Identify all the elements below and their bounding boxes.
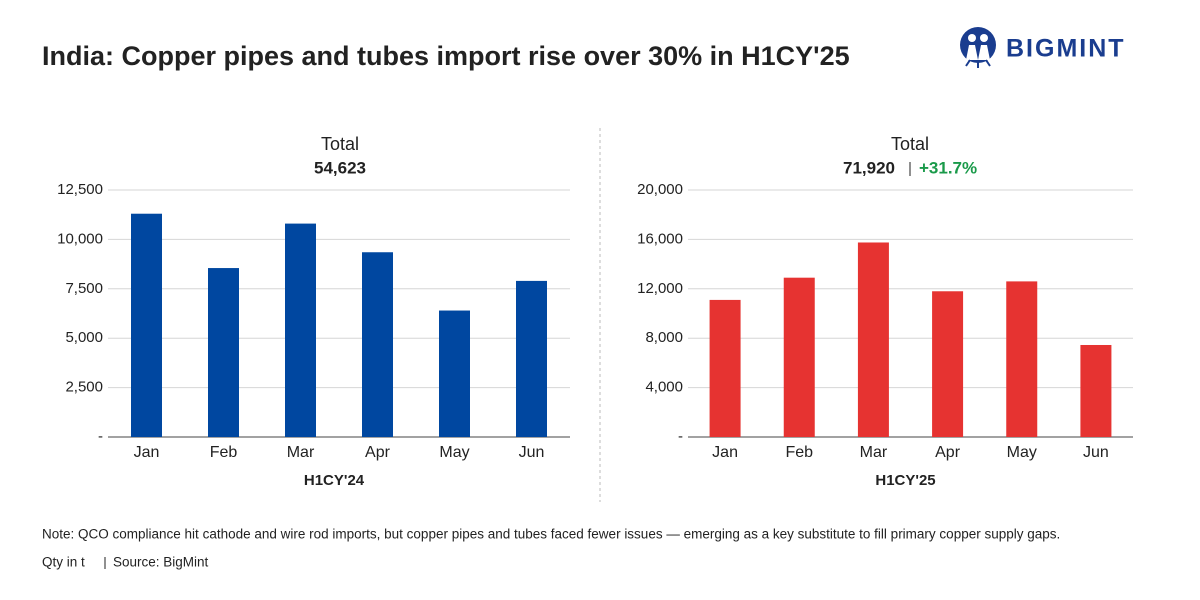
x-axis-label: H1CY'25 <box>875 472 935 489</box>
x-axis-label: H1CY'24 <box>304 472 365 489</box>
bar <box>1080 344 1112 437</box>
x-tick-label: Mar <box>860 444 888 461</box>
x-tick-label: Feb <box>210 444 238 461</box>
y-tick-label: 8,000 <box>645 329 683 346</box>
y-tick-label: - <box>678 428 683 445</box>
x-tick-label: Jun <box>519 444 545 461</box>
bar <box>857 242 889 437</box>
logo-text: BIGMINT <box>1006 35 1126 63</box>
y-tick-label: 5,000 <box>65 329 103 346</box>
bar <box>362 252 393 437</box>
x-tick-label: Jan <box>134 444 160 461</box>
total-label: Total <box>891 134 929 154</box>
x-tick-label: May <box>439 444 469 461</box>
x-tick-label: Jan <box>712 444 738 461</box>
y-tick-label: - <box>98 428 103 445</box>
bar <box>783 277 815 437</box>
y-tick-label: 2,500 <box>65 379 103 396</box>
x-tick-label: Feb <box>785 444 813 461</box>
x-tick-label: May <box>1007 444 1037 461</box>
y-tick-label: 16,000 <box>637 230 683 247</box>
bar <box>516 280 547 437</box>
x-tick-label: Mar <box>287 444 315 461</box>
y-tick-label: 7,500 <box>65 280 103 297</box>
total-value: 71,920 <box>843 158 895 177</box>
change-value: +31.7% <box>919 158 977 177</box>
source: Source: BigMint <box>113 555 209 570</box>
bar <box>285 223 316 437</box>
total-value: 54,623 <box>314 158 366 177</box>
x-tick-label: Apr <box>365 444 391 461</box>
bar <box>1006 281 1038 437</box>
unit: Qty in t <box>42 555 85 570</box>
bar <box>439 310 470 437</box>
logo-icon <box>960 27 996 68</box>
y-tick-label: 12,000 <box>637 280 683 297</box>
y-tick-label: 10,000 <box>57 230 103 247</box>
total-label: Total <box>321 134 359 154</box>
bar <box>709 299 741 437</box>
y-tick-label: 4,000 <box>645 379 683 396</box>
bar <box>131 213 162 437</box>
bar <box>932 291 964 437</box>
page-title: India: Copper pipes and tubes import ris… <box>42 41 850 71</box>
x-tick-label: Jun <box>1083 444 1109 461</box>
y-tick-label: 20,000 <box>637 181 683 198</box>
x-tick-label: Apr <box>935 444 961 461</box>
bar <box>208 268 239 437</box>
note: Note: QCO compliance hit cathode and wir… <box>42 527 1060 542</box>
y-tick-label: 12,500 <box>57 181 103 198</box>
